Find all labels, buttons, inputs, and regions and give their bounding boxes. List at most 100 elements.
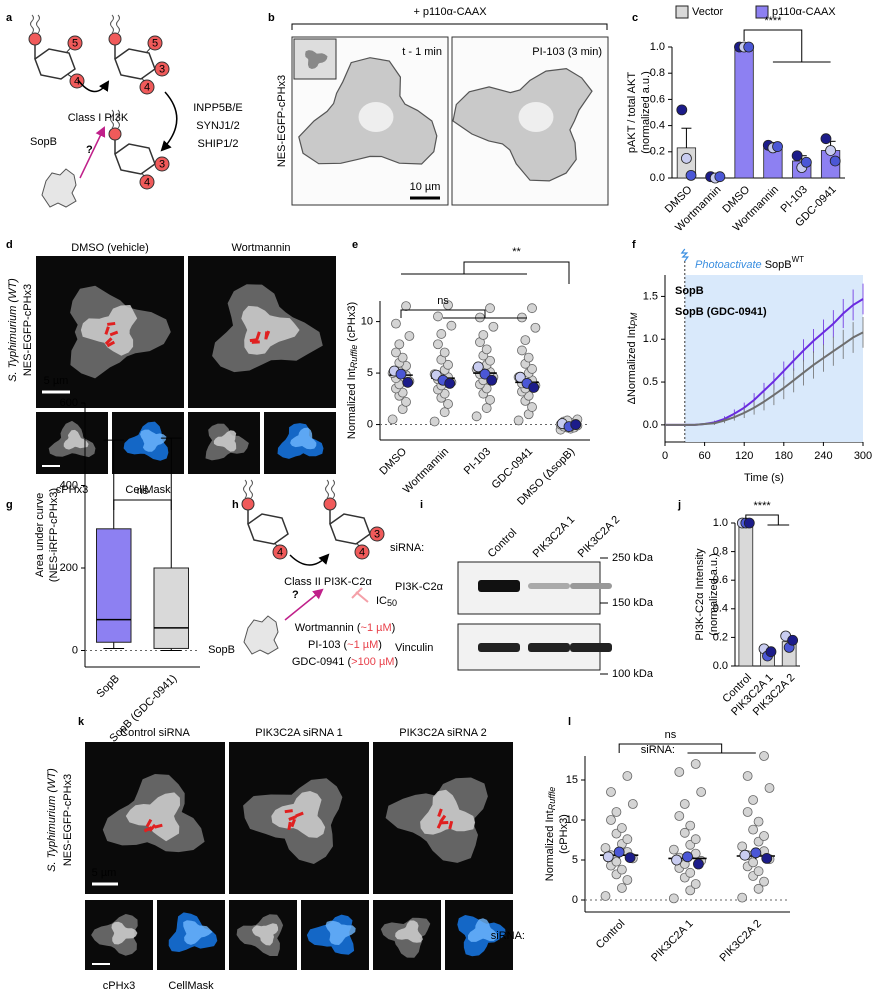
lipid-tail <box>110 14 114 34</box>
replicate-point <box>602 851 614 863</box>
lipid-tail <box>331 479 335 499</box>
cell <box>63 429 89 450</box>
data-point <box>520 335 531 346</box>
row-label: siRNA: <box>641 744 675 756</box>
data-point <box>696 787 707 797</box>
data-point <box>685 820 696 831</box>
lipid-tail <box>110 109 114 129</box>
panel-letter: b <box>268 12 275 24</box>
row-label: siRNA: <box>390 542 424 554</box>
phosphate-position: 4 <box>144 81 150 93</box>
row-label: siRNA: <box>491 930 525 942</box>
bacterium <box>107 321 116 326</box>
data-point <box>527 402 537 412</box>
cell <box>305 50 328 69</box>
condition-label: DMSO (vehicle) <box>71 242 149 254</box>
y-axis-label: Normalized IntRuffle (cPHx3) <box>346 302 359 439</box>
lipid-tail <box>249 479 253 499</box>
x-tick-label: 240 <box>814 450 832 462</box>
significance-label: ns <box>437 295 449 307</box>
data-point <box>690 759 701 769</box>
data-point <box>764 783 775 793</box>
condition-label: Control siRNA <box>120 727 190 739</box>
data-point <box>753 866 764 877</box>
data-point <box>600 891 611 901</box>
replicate-point <box>676 104 688 116</box>
y-tick-label: 400 <box>60 479 78 491</box>
inhibition-mark <box>351 587 369 603</box>
bacterium <box>104 337 113 346</box>
channel-label: cPHx3 <box>103 980 135 992</box>
inositol-ring <box>247 513 289 545</box>
lipid-tail <box>30 14 34 34</box>
replicate-point <box>772 141 783 152</box>
data-point <box>429 416 440 427</box>
replicate-point <box>714 171 726 183</box>
data-point <box>391 318 401 329</box>
replicate-point <box>761 853 773 864</box>
condition-label: PIK3C2A siRNA 2 <box>399 727 486 739</box>
y-tick-label: 0 <box>367 418 373 430</box>
phosphate <box>147 35 163 51</box>
y-label-subscript: Ruffle <box>349 345 359 369</box>
protein-label: PI3K-C2α <box>395 581 444 593</box>
data-point <box>753 883 764 894</box>
probe-label: NES-EGFP-cPHx3 <box>276 75 288 167</box>
cell <box>140 429 167 452</box>
phosphate <box>272 544 288 560</box>
replicate-point <box>624 852 636 863</box>
cell <box>468 918 498 942</box>
data-point <box>391 347 401 358</box>
phosphate-position: 3 <box>374 528 380 540</box>
y-label-text: Normalized Int <box>544 810 556 881</box>
bacteria-label: S. Typhimurium (WT) <box>7 278 19 382</box>
bacterium <box>145 818 153 828</box>
annotation-highlight: Photoactivate <box>695 259 762 271</box>
head-phosphate <box>241 497 255 511</box>
data-point <box>433 339 443 350</box>
phosphatase-label: SHIP1/2 <box>198 138 239 150</box>
y-tick-label: 10 <box>566 814 578 826</box>
annotation: Photoactivate SopBWT <box>695 255 804 271</box>
x-tick-label: Control <box>594 918 628 952</box>
y-tick-label: 0.0 <box>650 172 665 184</box>
panel-letter: k <box>78 716 85 728</box>
bacterium <box>109 330 119 337</box>
phosphate <box>67 35 83 51</box>
y-tick-label: 1.0 <box>643 333 658 345</box>
bacterium <box>255 331 261 340</box>
x-tick-label: 0 <box>662 450 668 462</box>
bacterium <box>287 821 292 831</box>
band <box>528 583 570 589</box>
legend-label: SopB <box>675 285 704 297</box>
phosphate-position: 4 <box>277 546 283 558</box>
inhibitor-part: ) <box>378 639 382 651</box>
data-point <box>690 834 701 845</box>
replicate-point <box>681 152 692 164</box>
frame-label: t - 1 min <box>402 46 442 58</box>
y-tick-label: 0.2 <box>713 631 728 643</box>
nucleus <box>518 102 554 132</box>
data-point <box>622 771 633 781</box>
data-point <box>475 312 485 323</box>
legend-swatch <box>755 5 769 19</box>
significance-label: ns <box>137 485 149 497</box>
y-label-subscript: PM <box>629 312 639 326</box>
data-point <box>617 883 627 893</box>
replicate-point <box>787 634 799 646</box>
bacterium <box>154 823 163 829</box>
y-tick-label: 200 <box>60 562 78 574</box>
data-point <box>523 352 534 363</box>
lipid-tail <box>36 14 40 34</box>
x-tick-label: GDC-0941 <box>490 446 536 492</box>
data-point <box>617 864 627 875</box>
data-point <box>436 329 447 339</box>
replicate-point <box>395 368 407 380</box>
phosphate-position: 3 <box>159 158 165 170</box>
y-tick-label: 0 <box>72 644 78 656</box>
data-point <box>737 841 748 852</box>
x-tick-label: PIK3C2A 1 <box>649 918 696 965</box>
y-tick-label: 1.0 <box>650 41 665 53</box>
lipid-tail <box>116 14 120 34</box>
data-point <box>485 303 495 314</box>
